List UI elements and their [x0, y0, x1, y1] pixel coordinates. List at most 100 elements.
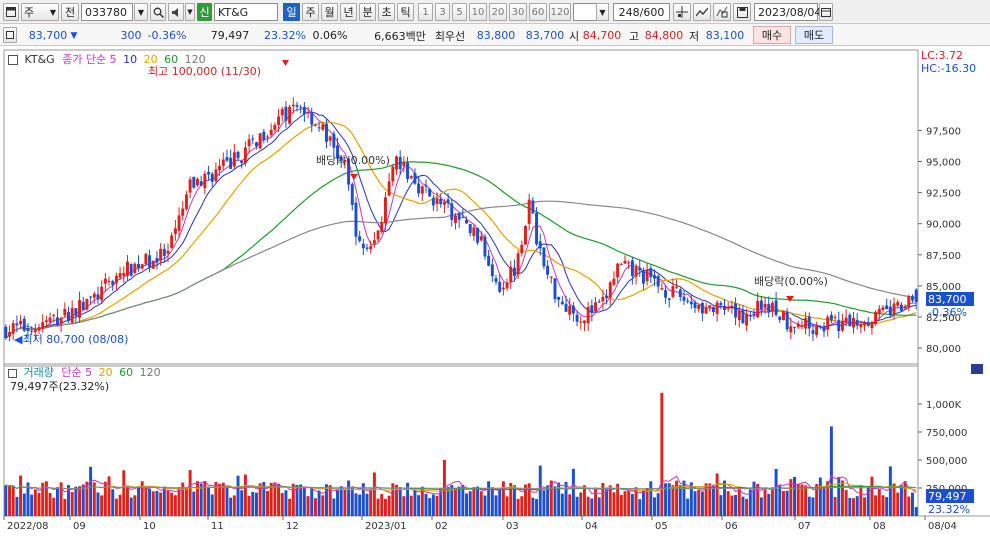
volume-bar	[675, 480, 679, 516]
period-year-button[interactable]: 년	[340, 3, 357, 21]
minute-10-button[interactable]: 10	[469, 3, 487, 21]
volume-bar	[325, 484, 328, 516]
data-count-display: 248/600	[613, 3, 670, 21]
period-day-button[interactable]: 일	[283, 3, 300, 21]
stock-name-field[interactable]: KT&G	[214, 3, 278, 21]
candle-body	[325, 123, 328, 142]
volume-bar	[531, 497, 535, 516]
high-annotation: 최고 100,000 (11/30)	[148, 65, 262, 78]
volume-menu-icon[interactable]	[8, 368, 17, 378]
candle-body	[542, 247, 546, 267]
code-dropdown-chevron-icon[interactable]: ▼	[134, 3, 148, 21]
volume-bar	[446, 486, 450, 516]
volume-bar	[336, 488, 340, 516]
minute-5-button[interactable]: 5	[452, 3, 467, 21]
candle-body	[354, 202, 358, 237]
period-month-button[interactable]: 월	[321, 3, 338, 21]
x-tick-label: 09	[73, 521, 86, 532]
candle-body	[759, 300, 763, 310]
volume-bar	[218, 483, 222, 516]
candle-body	[571, 305, 575, 314]
sound-menu-chevron-icon[interactable]: ▼	[185, 3, 195, 21]
candle-body	[78, 300, 82, 318]
minute-1-button[interactable]: 1	[418, 3, 433, 21]
speaker-icon[interactable]	[168, 3, 184, 21]
period-tick-button[interactable]: 틱	[397, 3, 414, 21]
jeon-button[interactable]: 전	[61, 3, 79, 21]
candle-body	[535, 213, 539, 245]
save-icon[interactable]	[733, 3, 751, 21]
volume-bar	[166, 490, 170, 516]
candle-body	[291, 104, 295, 107]
volume-bar	[450, 484, 454, 516]
trend-line-icon[interactable]	[693, 3, 711, 21]
candle-body	[524, 226, 527, 245]
volume-bar	[30, 494, 34, 516]
candle-body	[590, 305, 594, 314]
minute-20-button[interactable]: 20	[489, 3, 507, 21]
minute-3-button[interactable]: 3	[435, 3, 450, 21]
ma10-legend: 10	[123, 53, 138, 66]
volume-bar	[192, 491, 196, 516]
period-second-button[interactable]: 초	[378, 3, 395, 21]
crosshair-icon[interactable]	[673, 3, 691, 21]
volume-bar	[151, 491, 155, 516]
date-input[interactable]: 2023/08/04	[754, 3, 821, 21]
volume-bar	[483, 495, 487, 516]
candle-body	[372, 240, 376, 244]
volume-bar	[313, 498, 317, 516]
sell-button[interactable]: 매도	[795, 26, 833, 44]
volume-bar	[232, 495, 236, 516]
volume-legend: 거래량 단순 5 20 60 120	[8, 364, 161, 380]
x-tick-label: 2022/08	[7, 521, 49, 532]
search-icon[interactable]	[150, 3, 166, 21]
candle-body	[188, 179, 192, 193]
volume-bar	[866, 487, 870, 516]
minute-120-button[interactable]: 120	[549, 3, 571, 21]
volume-bar	[763, 488, 767, 516]
panel-marker-icon[interactable]	[971, 364, 983, 374]
x-tick-label: 12	[286, 521, 299, 532]
calendar-icon[interactable]	[819, 3, 833, 21]
hc-indicator: HC:-16.30	[921, 62, 977, 75]
volume-bar	[837, 477, 841, 516]
candle-body	[184, 194, 188, 209]
window-icon[interactable]	[3, 3, 19, 21]
volume-bar	[899, 485, 903, 516]
volume-bar	[22, 493, 26, 516]
candle-body	[512, 267, 516, 276]
candle-body	[428, 188, 432, 197]
candle-body	[369, 246, 373, 250]
volume-bar	[840, 480, 844, 516]
candle-body	[564, 303, 568, 312]
candle-body	[74, 308, 78, 316]
chart-settings-icon[interactable]	[713, 3, 731, 21]
stock-code-input[interactable]: 033780	[81, 3, 133, 21]
price-tick-label: 92,500	[926, 189, 961, 200]
period-select[interactable]: 주 ▼	[21, 3, 59, 21]
custom-period-chevron-icon[interactable]: ▼	[596, 3, 609, 21]
expand-icon[interactable]	[3, 27, 17, 43]
stock-chart[interactable]: 80,000 82,500 85,000 87,500 90,000 92,500 95,0…	[0, 46, 990, 536]
volume-bar	[505, 496, 509, 516]
candle-body	[192, 176, 196, 188]
candle-body	[453, 215, 457, 223]
candle-body	[173, 228, 177, 234]
period-week-button[interactable]: 주	[302, 3, 319, 21]
volume-bar	[793, 476, 797, 516]
chart-menu-icon[interactable]	[8, 55, 18, 65]
volume-bar	[796, 483, 800, 516]
volume-bar	[671, 485, 675, 516]
volume-bar	[358, 494, 362, 516]
candle-body	[207, 171, 211, 175]
minute-30-button[interactable]: 30	[509, 3, 527, 21]
volume-bar	[682, 480, 686, 516]
volume-bar	[354, 493, 358, 516]
period-minute-button[interactable]: 분	[359, 3, 376, 21]
candle-body	[439, 198, 443, 205]
buy-button[interactable]: 매수	[753, 26, 791, 44]
minute-60-button[interactable]: 60	[529, 3, 547, 21]
volume-bar	[826, 481, 830, 516]
volume-bar	[549, 480, 553, 516]
volume-bar	[476, 486, 480, 516]
